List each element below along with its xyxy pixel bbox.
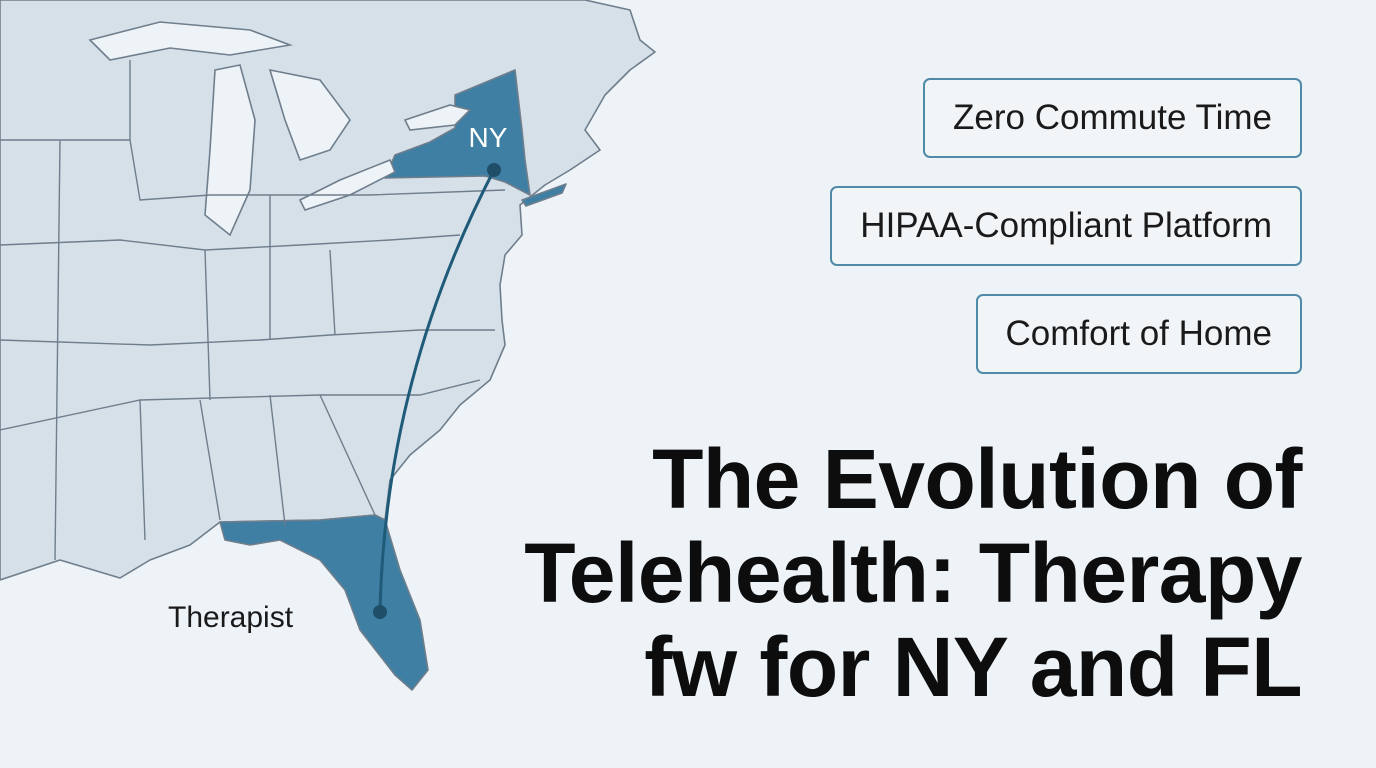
connection-arc (378, 169, 496, 613)
therapist-label: Therapist (168, 601, 294, 634)
feature-box: Comfort of Home (975, 294, 1302, 374)
feature-box: Zero Commute Time (923, 78, 1302, 158)
lake-ontario (403, 104, 472, 131)
lake-huron (268, 68, 351, 162)
therapist-dot (373, 605, 387, 619)
title-line: Telehealth: Therapy (524, 526, 1302, 620)
lake-superior (88, 21, 294, 61)
lake-michigan (204, 64, 256, 237)
title-line: The Evolution of (652, 432, 1302, 526)
state-lines (0, 60, 506, 561)
florida (219, 514, 429, 691)
title-line: fw for NY and FL (644, 620, 1302, 714)
title: The Evolution of Telehealth: Therapy fw … (524, 432, 1302, 714)
ny-dot (487, 163, 501, 177)
lake-erie (298, 158, 397, 211)
long-island (521, 183, 567, 207)
ny-label: NY (469, 122, 508, 153)
feature-box: HIPAA-Compliant Platform (830, 186, 1302, 266)
